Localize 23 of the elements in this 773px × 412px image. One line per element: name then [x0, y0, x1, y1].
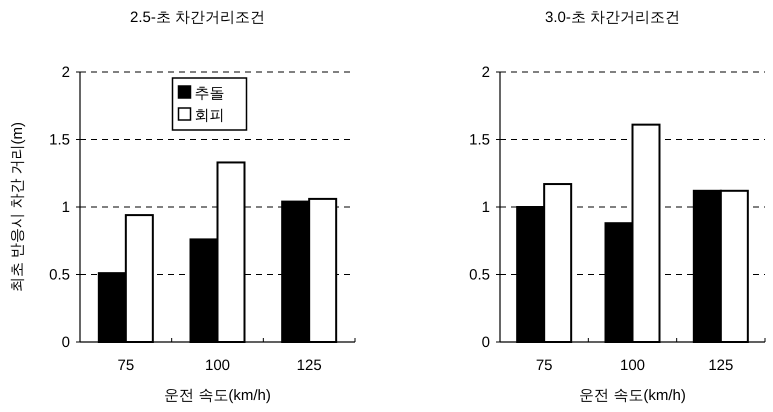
y-tick-label: 1.5 [469, 132, 490, 148]
y-tick-label: 1 [62, 199, 70, 216]
legend-label: 회피 [194, 107, 224, 124]
legend-label: 추돌 [194, 85, 224, 102]
y-axis-title: 최초 반응시 차간 거리(m) [9, 122, 26, 292]
y-tick-label: 0.5 [49, 266, 70, 284]
x-tick-label: 75 [117, 357, 134, 374]
x-axis-title: 운전 속도(km/h) [579, 387, 686, 404]
x-tick-label: 125 [296, 357, 322, 374]
x-axis-title: 운전 속도(km/h) [164, 387, 271, 404]
x-tick-label: 75 [536, 357, 553, 374]
x-tick-label: 125 [708, 357, 734, 374]
chart-title: 2.5-초 차간거리조건 [130, 9, 266, 26]
y-tick-label: 1 [482, 199, 490, 216]
y-tick-label: 0 [482, 334, 490, 351]
x-tick-label: 100 [204, 357, 230, 374]
y-tick-label: 2 [482, 64, 490, 81]
x-tick-label: 100 [620, 357, 646, 374]
y-tick-label: 0 [62, 334, 70, 351]
y-tick-label: 0.5 [469, 266, 490, 284]
chart-title: 3.0-초 차간거리조건 [544, 9, 680, 26]
y-tick-label: 2 [62, 64, 70, 81]
y-tick-label: 1.5 [49, 132, 70, 148]
